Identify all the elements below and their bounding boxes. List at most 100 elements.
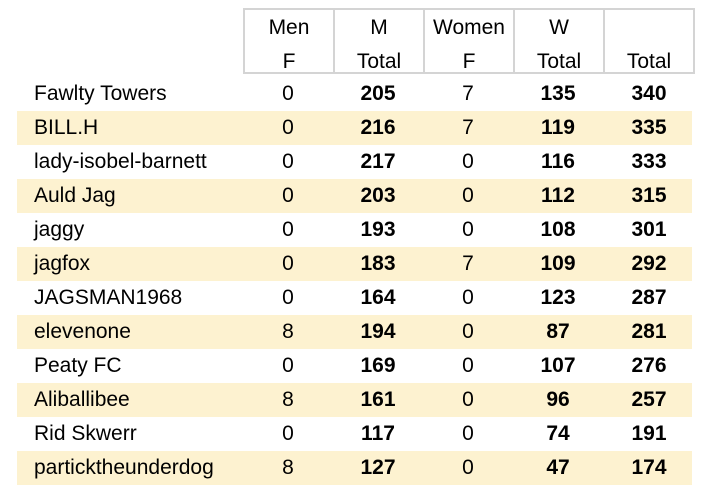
cell-men-f: 0 xyxy=(282,422,294,445)
player-name: lady-isobel-barnett xyxy=(34,150,207,173)
cell-women-f: 0 xyxy=(462,388,474,411)
cell-men-f: 0 xyxy=(282,82,294,105)
cell-men-f: 8 xyxy=(282,388,294,411)
player-name: Aliballibee xyxy=(34,388,130,411)
table-row: Peaty FC 0 169 0 107 276 xyxy=(17,349,692,383)
cell-w-total: 109 xyxy=(540,252,576,275)
player-name: Fawlty Towers xyxy=(34,82,167,105)
cell-women-f: 0 xyxy=(462,354,474,377)
player-name: JAGSMAN1968 xyxy=(34,286,183,309)
header-m-total: M Total xyxy=(333,10,423,74)
player-name: Rid Skwerr xyxy=(34,422,137,445)
cell-w-total: 96 xyxy=(546,388,570,411)
header-women-f-line2: F xyxy=(462,50,476,73)
player-name: Peaty FC xyxy=(34,354,122,377)
cell-men-f: 0 xyxy=(282,184,294,207)
cell-m-total: 217 xyxy=(360,150,396,173)
table-row: Rid Skwerr 0 117 0 74 191 xyxy=(17,417,692,451)
table-body: Fawlty Towers 0 205 7 135 340 BILL.H 0 216 7 119 33… xyxy=(17,77,692,485)
player-name: BILL.H xyxy=(34,116,99,139)
cell-men-f: 0 xyxy=(282,218,294,241)
cell-men-f: 8 xyxy=(282,320,294,343)
cell-m-total: 161 xyxy=(360,388,396,411)
cell-total: 191 xyxy=(631,422,667,445)
table-row: JAGSMAN1968 0 164 0 123 287 xyxy=(17,281,692,315)
table-row: jagfox 0 183 7 109 292 xyxy=(17,247,692,281)
cell-women-f: 0 xyxy=(462,320,474,343)
header-w-total: W Total xyxy=(513,10,603,74)
cell-w-total: 119 xyxy=(541,116,575,139)
player-name: jagfox xyxy=(34,252,91,275)
header-w-total-line1: W xyxy=(549,16,569,39)
header-total-label: Total xyxy=(626,50,672,73)
table-row: elevenone 8 194 0 87 281 xyxy=(17,315,692,349)
cell-men-f: 0 xyxy=(282,252,294,275)
cell-men-f: 0 xyxy=(282,354,294,377)
cell-m-total: 127 xyxy=(360,456,396,479)
cell-m-total: 193 xyxy=(360,218,396,241)
cell-women-f: 7 xyxy=(462,252,474,275)
table-row: jaggy 0 193 0 108 301 xyxy=(17,213,692,247)
cell-w-total: 47 xyxy=(546,456,570,479)
table-row: particktheunderdog 8 127 0 47 174 xyxy=(17,451,692,485)
header-men-f-line1: Men xyxy=(268,16,310,39)
cell-total: 276 xyxy=(631,354,667,377)
header-m-total-line1: M xyxy=(370,16,388,39)
cell-women-f: 0 xyxy=(462,184,474,207)
header-women-f: Women F xyxy=(423,10,513,74)
cell-w-total: 116 xyxy=(541,150,575,173)
header-women-f-line1: Women xyxy=(433,16,505,39)
cell-w-total: 135 xyxy=(540,82,576,105)
player-name: Auld Jag xyxy=(34,184,116,207)
cell-men-f: 0 xyxy=(282,116,294,139)
header-men-f-line2: F xyxy=(282,50,296,73)
table-row: lady-isobel-barnett 0 217 0 116 333 xyxy=(17,145,692,179)
cell-total: 257 xyxy=(631,388,667,411)
cell-m-total: 183 xyxy=(360,252,396,275)
cell-w-total: 74 xyxy=(546,422,570,445)
player-name: elevenone xyxy=(34,320,131,343)
cell-m-total: 169 xyxy=(360,354,396,377)
cell-total: 301 xyxy=(631,218,667,241)
cell-w-total: 123 xyxy=(540,286,576,309)
table-row: Auld Jag 0 203 0 112 315 xyxy=(17,179,692,213)
cell-total: 333 xyxy=(631,150,667,173)
cell-total: 315 xyxy=(631,184,667,207)
cell-total: 335 xyxy=(631,116,667,139)
cell-m-total: 216 xyxy=(360,116,396,139)
table-row: Fawlty Towers 0 205 7 135 340 xyxy=(17,77,692,111)
cell-total: 292 xyxy=(631,252,667,275)
cell-m-total: 203 xyxy=(360,184,396,207)
cell-women-f: 0 xyxy=(462,218,474,241)
cell-women-f: 7 xyxy=(462,82,474,105)
cell-w-total: 107 xyxy=(540,354,576,377)
table-row: BILL.H 0 216 7 119 335 xyxy=(17,111,692,145)
cell-m-total: 205 xyxy=(360,82,396,105)
header-men-f: Men F xyxy=(243,10,333,74)
cell-m-total: 194 xyxy=(360,320,396,343)
cell-women-f: 0 xyxy=(462,286,474,309)
table-header: Men F M Total Women F W Total Total xyxy=(243,8,695,74)
player-name: jaggy xyxy=(34,218,85,241)
cell-women-f: 7 xyxy=(462,116,474,139)
header-total: Total xyxy=(603,10,695,74)
cell-total: 340 xyxy=(631,82,667,105)
cell-men-f: 0 xyxy=(282,150,294,173)
cell-w-total: 108 xyxy=(540,218,576,241)
table-row: Aliballibee 8 161 0 96 257 xyxy=(17,383,692,417)
cell-total: 281 xyxy=(631,320,667,343)
cell-women-f: 0 xyxy=(462,422,474,445)
cell-men-f: 0 xyxy=(282,286,294,309)
cell-w-total: 112 xyxy=(541,184,575,207)
header-w-total-line2: Total xyxy=(536,50,582,73)
cell-women-f: 0 xyxy=(462,150,474,173)
cell-w-total: 87 xyxy=(546,320,570,343)
header-m-total-line2: Total xyxy=(356,50,402,73)
cell-m-total: 164 xyxy=(360,286,396,309)
player-name: particktheunderdog xyxy=(34,456,214,479)
cell-men-f: 8 xyxy=(282,456,294,479)
cell-m-total: 117 xyxy=(361,422,395,445)
cell-women-f: 0 xyxy=(462,456,474,479)
cell-total: 287 xyxy=(631,286,667,309)
